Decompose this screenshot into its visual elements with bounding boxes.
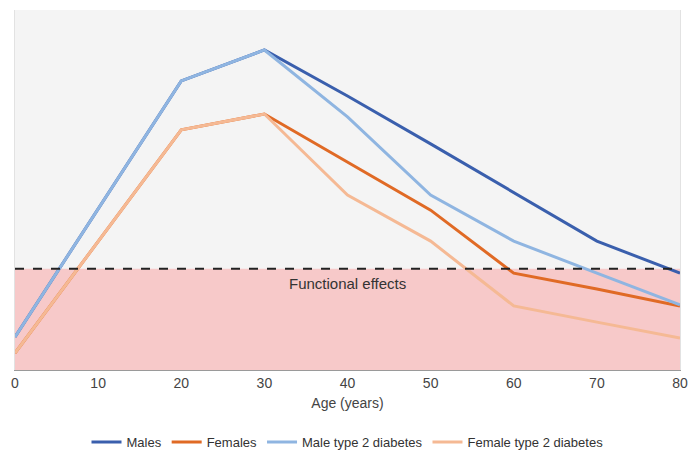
svg-text:70: 70 (589, 375, 605, 391)
svg-text:Females: Females (207, 435, 257, 450)
svg-text:Female type 2 diabetes: Female type 2 diabetes (467, 435, 603, 450)
svg-text:Male type 2 diabetes: Male type 2 diabetes (302, 435, 422, 450)
svg-text:Age (years): Age (years) (311, 395, 383, 411)
svg-text:20: 20 (173, 375, 189, 391)
svg-text:50: 50 (423, 375, 439, 391)
svg-text:40: 40 (340, 375, 356, 391)
svg-text:80: 80 (672, 375, 688, 391)
svg-text:30: 30 (257, 375, 273, 391)
svg-text:10: 10 (90, 375, 106, 391)
svg-text:Functional effects: Functional effects (289, 275, 406, 292)
svg-text:Males: Males (127, 435, 162, 450)
svg-text:60: 60 (506, 375, 522, 391)
svg-text:0: 0 (11, 375, 19, 391)
